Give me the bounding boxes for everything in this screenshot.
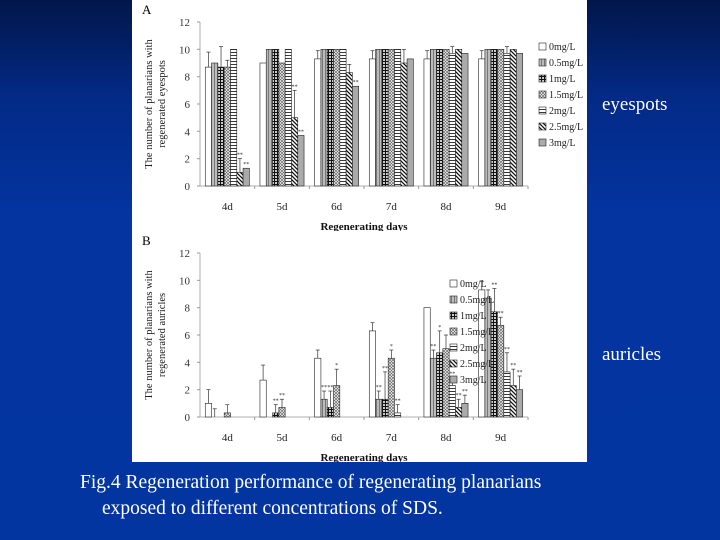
svg-text:5d: 5d bbox=[277, 432, 289, 444]
svg-text:0: 0 bbox=[185, 412, 191, 424]
svg-text:0mg/L: 0mg/L bbox=[549, 42, 576, 53]
svg-text:**: ** bbox=[430, 344, 436, 350]
svg-text:**: ** bbox=[462, 389, 468, 395]
svg-text:8d: 8d bbox=[441, 432, 453, 444]
svg-text:4: 4 bbox=[185, 357, 191, 369]
chart-panel-b: B 0 2 4 6 8 10 12 The number of planarians with r… bbox=[132, 231, 587, 462]
chart-panel-a: A 0 2 4 6 8 10 12 The number of planarians with r… bbox=[132, 0, 587, 231]
svg-text:**: ** bbox=[382, 366, 388, 372]
svg-text:0: 0 bbox=[185, 181, 191, 193]
svg-text:**: ** bbox=[237, 153, 243, 159]
svg-text:2: 2 bbox=[185, 385, 191, 397]
svg-text:1.5mg/L: 1.5mg/L bbox=[549, 90, 583, 101]
caption-line-2: exposed to different concentrations of S… bbox=[102, 498, 443, 519]
svg-text:**: ** bbox=[327, 385, 333, 391]
svg-text:**: ** bbox=[456, 393, 462, 399]
svg-text:6: 6 bbox=[185, 99, 191, 111]
svg-text:**: ** bbox=[395, 399, 401, 405]
auricles-label: auricles bbox=[602, 344, 662, 365]
svg-text:6d: 6d bbox=[331, 432, 343, 444]
svg-text:12: 12 bbox=[179, 248, 190, 260]
svg-text:5d: 5d bbox=[277, 201, 289, 213]
svg-text:10: 10 bbox=[179, 275, 191, 287]
svg-text:0.5mg/L: 0.5mg/L bbox=[549, 58, 583, 69]
svg-text:**: ** bbox=[279, 393, 285, 399]
svg-text:**: ** bbox=[292, 84, 298, 90]
svg-text:2: 2 bbox=[185, 154, 191, 166]
svg-text:8: 8 bbox=[185, 303, 191, 315]
svg-text:6d: 6d bbox=[331, 201, 343, 213]
svg-text:**: ** bbox=[449, 371, 455, 377]
svg-text:0mg/L: 0mg/L bbox=[460, 279, 487, 290]
svg-text:6: 6 bbox=[185, 330, 191, 342]
svg-text:**: ** bbox=[491, 283, 497, 289]
svg-text:**: ** bbox=[321, 385, 327, 391]
svg-text:**: ** bbox=[517, 370, 523, 376]
figure-caption: Fig.4 Regeneration performance of regene… bbox=[80, 470, 541, 522]
svg-text:**: ** bbox=[498, 311, 504, 317]
svg-text:2.5mg/L: 2.5mg/L bbox=[549, 122, 583, 133]
svg-text:Regenerating days: Regenerating days bbox=[320, 452, 408, 462]
svg-text:9d: 9d bbox=[495, 432, 507, 444]
svg-text:**: ** bbox=[273, 399, 279, 405]
svg-text:**: ** bbox=[510, 363, 516, 369]
svg-text:10: 10 bbox=[179, 44, 191, 56]
svg-text:8: 8 bbox=[185, 72, 191, 84]
svg-text:**: ** bbox=[353, 80, 359, 86]
svg-text:**: ** bbox=[376, 385, 382, 391]
caption-line-1: Fig.4 Regeneration performance of regene… bbox=[80, 472, 542, 493]
eyespots-label: eyespots bbox=[602, 94, 668, 115]
svg-text:2.5mg/L: 2.5mg/L bbox=[460, 359, 494, 370]
svg-text:4: 4 bbox=[185, 126, 191, 138]
svg-text:4d: 4d bbox=[222, 432, 234, 444]
svg-text:Regenerating days: Regenerating days bbox=[320, 221, 408, 231]
svg-text:3mg/L: 3mg/L bbox=[460, 375, 487, 386]
svg-text:**: ** bbox=[504, 347, 510, 353]
svg-text:A: A bbox=[142, 2, 152, 17]
svg-text:B: B bbox=[142, 233, 151, 248]
svg-text:4d: 4d bbox=[222, 201, 234, 213]
figure-image: A 0 2 4 6 8 10 12 The number of planarians with r… bbox=[132, 0, 587, 462]
svg-text:1.5mg/L: 1.5mg/L bbox=[460, 327, 494, 338]
svg-text:**: ** bbox=[298, 129, 304, 135]
svg-text:1mg/L: 1mg/L bbox=[460, 311, 487, 322]
svg-text:12: 12 bbox=[179, 17, 190, 29]
svg-text:3mg/L: 3mg/L bbox=[549, 138, 576, 149]
svg-text:*: * bbox=[438, 325, 441, 331]
svg-text:1mg/L: 1mg/L bbox=[549, 74, 576, 85]
svg-text:**: ** bbox=[243, 162, 249, 168]
svg-text:7d: 7d bbox=[386, 432, 398, 444]
svg-text:2mg/L: 2mg/L bbox=[549, 106, 576, 117]
svg-text:8d: 8d bbox=[441, 201, 453, 213]
svg-text:0.5mg/L: 0.5mg/L bbox=[460, 295, 494, 306]
svg-text:*: * bbox=[390, 344, 393, 350]
svg-text:9d: 9d bbox=[495, 201, 507, 213]
svg-text:7d: 7d bbox=[386, 201, 398, 213]
svg-text:*: * bbox=[335, 363, 338, 369]
svg-text:2mg/L: 2mg/L bbox=[460, 343, 487, 354]
